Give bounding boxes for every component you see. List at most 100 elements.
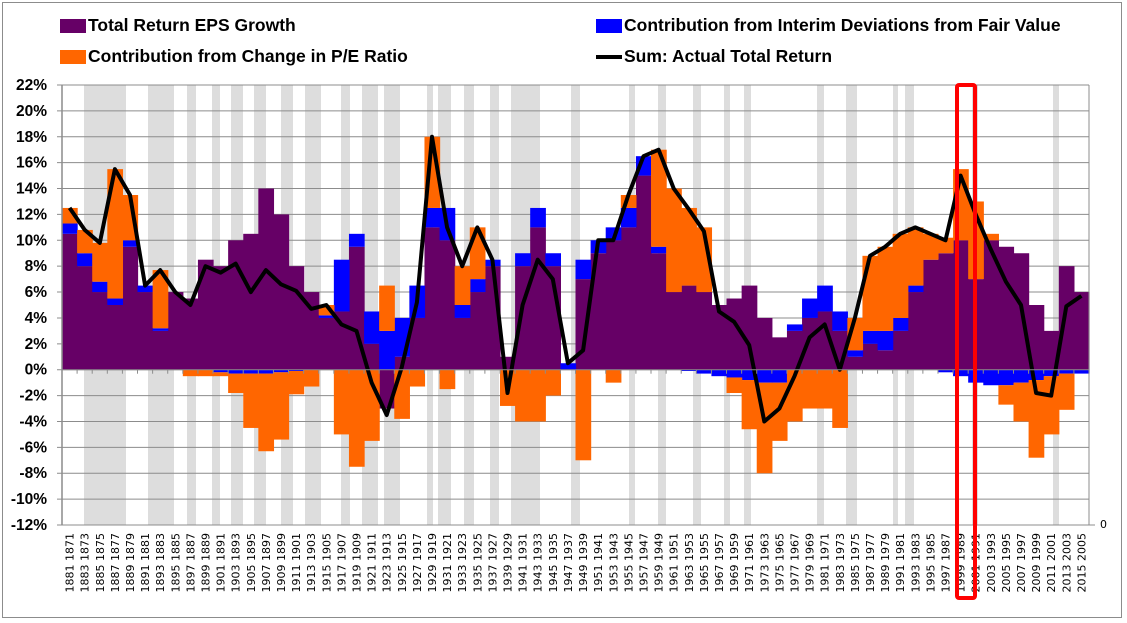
eps-area-bar [937,253,954,370]
pe-area-bar [666,188,682,293]
y-tick-label: -4% [19,413,47,430]
eps-area-bar [258,188,275,370]
eps-area-bar [62,233,78,370]
eps-area-bar [273,214,290,370]
x-tick-label: 1991 1981 [894,533,907,593]
y-tick-label: -8% [19,465,47,482]
deviation-area-bar [907,285,924,293]
deviation-area-bar [741,369,758,381]
pe-area-bar [197,369,214,377]
x-tick-label: 1897 1887 [184,533,197,593]
eps-area-bar [998,246,1015,370]
eps-area-bar [318,317,335,370]
x-tick-label: 1977 1967 [788,533,801,593]
legend-sum-swatch [596,54,622,59]
pe-area-bar [983,233,999,241]
eps-area-bar [605,240,622,370]
deviation-area-bar [469,279,486,293]
x-tick-label: 1989 1979 [879,533,892,593]
x-tick-label: 1935 1925 [471,533,484,593]
y-tick-label: -6% [19,439,47,456]
y-tick-label: -10% [11,491,47,508]
y-tick-label: -2% [19,388,47,405]
x-tick-label: 1913 1903 [305,533,318,593]
pe-area-bar [213,372,229,377]
deviation-area-bar [786,324,803,331]
deviation-area-bar [379,330,395,370]
x-tick-label: 1895 1885 [169,533,182,593]
y-tick-label: 20% [16,103,47,120]
pe-area-bar [288,371,305,395]
legend-sum: Sum: Actual Total Return [596,46,832,67]
x-tick-label: 1903 1893 [230,533,243,593]
deviation-area-bar [228,369,244,374]
y-tick-label: 8% [25,258,48,275]
x-tick-label: 2007 1997 [1015,533,1028,593]
deviation-area-bar [213,369,229,373]
pe-area-bar [817,369,833,409]
deviation-area-bar [1073,369,1090,374]
pe-area-bar [832,369,848,428]
y-tick-label: 14% [16,181,47,198]
x-tick-label: 1975 1965 [773,533,786,593]
legend-pe: Contribution from Change in P/E Ratio [60,46,408,67]
y-tick-label: 4% [25,310,48,327]
x-tick-label: 1987 1977 [864,533,877,593]
pe-area-bar [862,255,879,331]
x-tick-label: 1943 1933 [532,533,545,593]
deviation-area-bar [726,369,743,378]
legend-pe-swatch [60,49,86,64]
pe-area-bar [1058,373,1075,410]
deviation-area-bar [937,369,954,373]
eps-area-bar [469,292,486,370]
x-tick-label: 1889 1879 [124,533,137,593]
eps-area-bar [1073,292,1090,370]
eps-area-bar [726,298,743,370]
deviation-area-bar [953,369,969,377]
eps-area-bar [152,330,169,370]
x-tick-label: 1917 1907 [335,533,348,593]
deviation-area-bar [333,259,350,312]
x-tick-label: 1961 1951 [668,533,681,593]
deviation-area-bar [258,369,275,374]
deviation-area-bar [862,330,879,344]
pe-area-bar [998,385,1015,405]
eps-area-bar [802,317,818,370]
deviation-area-bar [107,298,124,305]
legend-eps-label: Total Return EPS Growth [88,15,296,35]
x-tick-label: 1933 1923 [456,533,469,593]
deviation-area-bar [318,315,335,318]
deviation-area-bar [560,363,577,370]
deviation-area-bar [273,369,290,373]
pe-area-bar [273,372,290,440]
legend-eps-swatch [60,18,86,33]
x-tick-label: 2015 2005 [1075,533,1088,593]
eps-area-bar [681,285,697,370]
x-tick-label: 1981 1971 [819,533,832,593]
sum-line [67,134,1083,424]
y-tick-label: 22% [16,77,47,94]
pe-area-bar [469,227,486,280]
x-tick-label: 1967 1957 [713,533,726,593]
eps-area-bar [741,285,758,370]
deviation-area-bar [1043,369,1060,377]
pe-area-bar [107,169,124,299]
pe-area-bar [681,207,697,286]
y-tick-label: 2% [25,336,48,353]
pe-area-bar [1013,382,1030,422]
deviation-area-bar [998,369,1015,386]
highlight-box [955,83,977,600]
x-tick-label: 1925 1915 [396,533,409,593]
x-tick-label: 1905 1895 [245,533,258,593]
deviation-area-bar [771,369,788,383]
pe-area-bar [303,369,320,387]
eps-area-bar [575,279,592,370]
x-tick-label: 2003 1993 [985,533,998,593]
pe-area-bar [741,380,758,430]
pe-area-bar [1028,380,1045,458]
eps-area-bar [620,227,637,370]
eps-area-bar [983,240,999,370]
pe-area-bar [892,233,909,318]
highlight-layer [955,83,977,600]
